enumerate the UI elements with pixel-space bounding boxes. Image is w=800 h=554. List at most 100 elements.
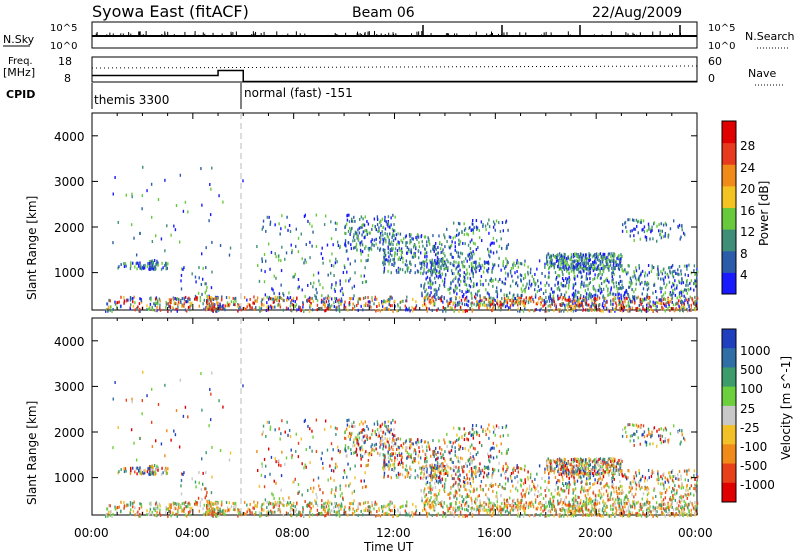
power-cell	[493, 303, 495, 307]
power-cell	[138, 309, 140, 313]
power-cell	[572, 264, 575, 268]
power-cell	[251, 306, 253, 310]
power-cell	[360, 304, 362, 308]
power-cell	[430, 286, 432, 290]
power-cell	[326, 243, 329, 247]
power-cell	[445, 264, 447, 268]
power-cell	[530, 267, 532, 271]
velocity-cell	[330, 425, 332, 429]
power-cell	[148, 307, 151, 311]
power-cell	[174, 296, 176, 300]
power-cell	[382, 226, 384, 230]
velocity-cell	[361, 448, 364, 452]
power-cell	[123, 265, 126, 269]
power-cell	[627, 294, 630, 298]
power-cell	[373, 302, 375, 306]
power-cell	[362, 296, 365, 300]
velocity-cell	[261, 507, 263, 511]
nave-tick-top: 60	[708, 55, 722, 68]
power-cell	[694, 295, 696, 299]
velocity-cell	[174, 501, 176, 505]
power-cell	[586, 277, 588, 281]
power-cell	[572, 309, 575, 313]
velocity-cell	[660, 506, 663, 510]
power-cell	[129, 262, 132, 266]
velocity-cell	[306, 504, 308, 508]
power-cell	[433, 267, 435, 271]
velocity-cell	[650, 510, 652, 514]
power-cell	[644, 282, 646, 286]
power-cell	[294, 272, 296, 276]
power-cell	[676, 272, 679, 276]
power-cell	[354, 238, 356, 242]
power-cell	[472, 271, 474, 275]
power-cell	[517, 265, 520, 269]
power-cell	[643, 230, 646, 234]
velocity-cell	[323, 502, 325, 506]
velocity-cell	[277, 508, 279, 512]
velocity-cell	[375, 502, 378, 506]
power-cell	[455, 285, 458, 289]
power-cell	[597, 255, 599, 259]
velocity-cell	[320, 457, 323, 461]
velocity-cell	[146, 513, 148, 517]
power-cell	[383, 270, 385, 274]
power-cell	[490, 279, 493, 283]
velocity-cell	[405, 504, 407, 508]
power-cell	[475, 266, 478, 270]
velocity-cell	[592, 508, 594, 512]
power-cell	[503, 281, 505, 285]
power-cell	[194, 294, 197, 298]
velocity-cell	[390, 500, 392, 504]
power-cell	[633, 234, 635, 238]
velocity-cell	[496, 504, 499, 508]
power-cell	[631, 300, 634, 304]
power-cell	[663, 282, 665, 286]
velocity-cell	[229, 507, 231, 511]
power-cell	[440, 251, 442, 255]
velocity-cell	[423, 502, 425, 506]
power-cell	[397, 304, 399, 308]
velocity-cell	[486, 508, 488, 512]
power-cell	[468, 272, 471, 276]
power-cell	[455, 250, 458, 254]
power-cell	[330, 263, 333, 267]
power-cell	[270, 306, 273, 310]
power-cell	[370, 305, 372, 309]
power-cell	[599, 262, 602, 266]
power-cell	[457, 233, 460, 237]
velocity-cell	[109, 513, 111, 517]
velocity-cell	[253, 506, 255, 510]
velocity-cell	[201, 482, 204, 486]
velocity-cell	[358, 431, 361, 435]
power-cell	[409, 241, 411, 245]
power-cell	[329, 305, 331, 309]
power-cell	[329, 271, 332, 275]
power-cell	[515, 300, 517, 304]
power-cell	[289, 296, 292, 300]
velocity-cell	[217, 509, 219, 513]
power-cell	[265, 229, 267, 233]
power-cell	[480, 220, 483, 224]
velocity-cell	[406, 504, 408, 508]
power-cell	[319, 307, 321, 311]
power-cell	[155, 296, 158, 300]
velocity-cell	[574, 500, 576, 504]
power-cell	[473, 295, 476, 299]
velocity-cell	[436, 513, 438, 517]
power-cell	[456, 301, 459, 305]
velocity-cell	[497, 510, 500, 514]
power-cell	[647, 282, 650, 286]
power-cell	[479, 304, 481, 308]
power-cell	[213, 303, 215, 307]
power-cell	[595, 267, 598, 271]
power-cell	[355, 232, 357, 236]
nsky-tick-bottom: 10^0	[50, 41, 77, 52]
power-cell	[625, 290, 627, 294]
power-cell	[391, 263, 393, 267]
power-cell	[557, 280, 559, 284]
velocity-cell	[209, 504, 212, 508]
power-cell	[577, 290, 579, 294]
power-cell	[502, 260, 505, 264]
velocity-cell	[316, 496, 318, 500]
